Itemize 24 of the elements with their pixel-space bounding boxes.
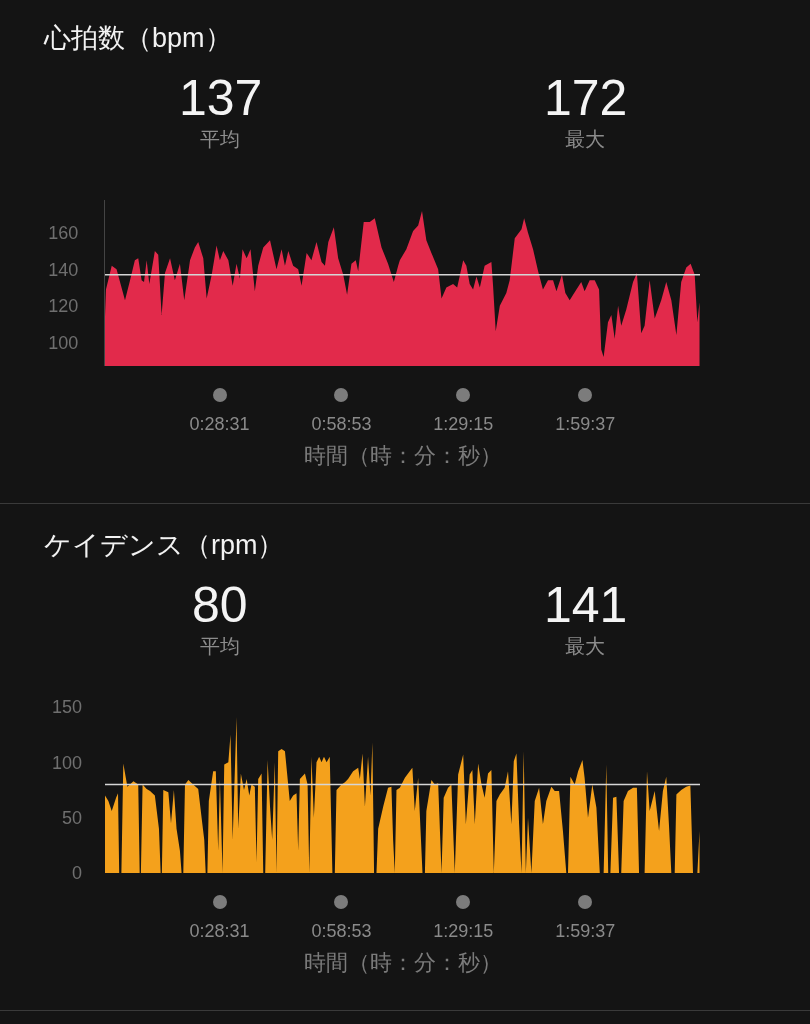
y-tick-label: 150 [51,697,82,718]
y-tick-label: 100 [51,752,82,773]
text: 141 最大 [544,577,628,657]
y-tick-label: 50 [61,807,82,828]
x-tick-label: 0:58:53 [311,921,372,941]
x-tick-label: 1:29:15 [433,921,494,941]
x-tick-label: 1:59:37 [555,414,616,434]
y-tick-label: 120 [48,296,79,317]
y-tick-label: 100 [48,332,79,353]
x-tick-label: 1:59:37 [555,921,616,941]
y-tick-label: 140 [48,259,79,280]
chart-title: 心拍数（bpm） [43,23,232,54]
text: 172 最大 [544,70,628,150]
text: 80 平均 [192,577,248,657]
x-axis-title: 時間（時：分：秒） [303,442,502,468]
x-tick-label: 1:29:15 [433,414,494,434]
x-axis-title: 時間（時：分：秒） [303,949,502,975]
y-tick-label: 160 [48,223,79,244]
x-tick-label: 0:58:53 [311,414,372,434]
chart-title: ケイデンス（rpm） [44,530,285,561]
x-tick-label: 0:28:31 [189,414,250,434]
text: 137 平均 [179,70,263,150]
x-tick-label: 0:28:31 [189,921,250,941]
y-tick-label: 0 [71,863,82,884]
